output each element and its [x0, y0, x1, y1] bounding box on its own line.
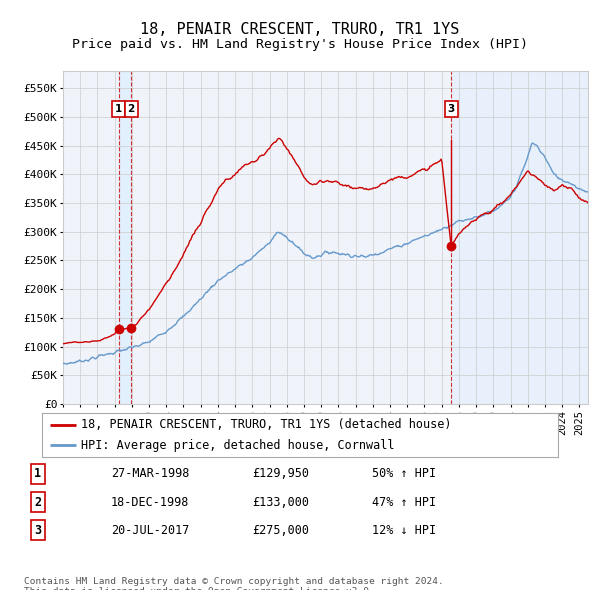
Text: 1: 1: [115, 104, 122, 114]
Text: Contains HM Land Registry data © Crown copyright and database right 2024.
This d: Contains HM Land Registry data © Crown c…: [24, 577, 444, 590]
Text: Price paid vs. HM Land Registry's House Price Index (HPI): Price paid vs. HM Land Registry's House …: [72, 38, 528, 51]
Text: £129,950: £129,950: [252, 467, 309, 480]
Text: 2: 2: [34, 496, 41, 509]
Text: 3: 3: [448, 104, 455, 114]
Text: £133,000: £133,000: [252, 496, 309, 509]
Text: 47% ↑ HPI: 47% ↑ HPI: [372, 496, 436, 509]
Bar: [451, 71, 588, 404]
Bar: [119, 71, 131, 404]
Text: 2: 2: [128, 104, 135, 114]
Text: 3: 3: [34, 524, 41, 537]
Text: 20-JUL-2017: 20-JUL-2017: [111, 524, 190, 537]
Text: £275,000: £275,000: [252, 524, 309, 537]
Text: 18, PENAIR CRESCENT, TRURO, TR1 1YS: 18, PENAIR CRESCENT, TRURO, TR1 1YS: [140, 22, 460, 37]
Text: 12% ↓ HPI: 12% ↓ HPI: [372, 524, 436, 537]
Text: 1: 1: [34, 467, 41, 480]
Text: 18, PENAIR CRESCENT, TRURO, TR1 1YS (detached house): 18, PENAIR CRESCENT, TRURO, TR1 1YS (det…: [80, 418, 451, 431]
Text: 27-MAR-1998: 27-MAR-1998: [111, 467, 190, 480]
Text: HPI: Average price, detached house, Cornwall: HPI: Average price, detached house, Corn…: [80, 439, 394, 452]
Text: 50% ↑ HPI: 50% ↑ HPI: [372, 467, 436, 480]
Text: 18-DEC-1998: 18-DEC-1998: [111, 496, 190, 509]
